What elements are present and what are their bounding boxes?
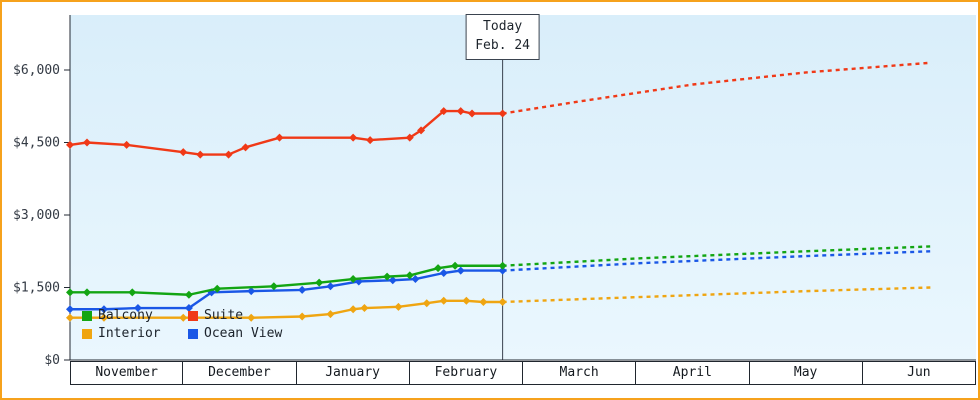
suite-marker — [456, 107, 465, 116]
ocean-view-marker — [184, 304, 193, 313]
today-annotation: Today Feb. 24 — [465, 14, 541, 60]
suite-marker — [468, 109, 477, 118]
balcony-marker — [315, 278, 324, 287]
legend-label: Ocean View — [204, 326, 283, 341]
ocean-view-marker — [498, 266, 507, 275]
suite-marker — [66, 140, 74, 149]
legend-item-balcony: Balcony — [82, 308, 178, 323]
interior-marker — [247, 313, 256, 322]
legend-swatch-suite — [188, 310, 198, 321]
suite-marker — [439, 107, 448, 116]
today-label: Today — [483, 19, 523, 34]
chart-legend: Balcony Suite Interior Ocean View — [82, 308, 282, 341]
balcony-marker — [434, 264, 443, 273]
ocean-view-marker — [439, 269, 448, 277]
balcony-marker — [213, 284, 222, 293]
ocean-view-marker — [411, 275, 420, 284]
legend-label: Interior — [98, 326, 161, 341]
ocean-view-marker — [456, 266, 465, 275]
plot-area — [70, 15, 976, 360]
legend-label: Suite — [204, 308, 244, 323]
interior-projected-line — [502, 286, 931, 304]
balcony-marker — [82, 288, 91, 297]
balcony-projected-line — [502, 245, 931, 267]
interior-marker — [99, 313, 108, 322]
suite-marker — [349, 133, 358, 142]
legend-label: Balcony — [98, 308, 153, 323]
month-label-april: April — [636, 361, 750, 385]
suite-marker — [82, 138, 91, 147]
interior-marker — [439, 296, 448, 305]
suite-marker — [241, 143, 250, 152]
suite-marker — [366, 136, 375, 145]
ocean-view-marker — [133, 304, 142, 313]
month-label-may: May — [749, 361, 863, 385]
month-label-jun: Jun — [862, 361, 976, 385]
balcony-marker — [498, 261, 507, 270]
balcony-marker — [269, 282, 278, 291]
suite-marker — [196, 150, 205, 159]
ocean-view-marker — [99, 305, 108, 314]
suite-price-line — [68, 109, 504, 156]
interior-marker — [179, 313, 188, 322]
interior-markers — [66, 296, 507, 322]
y-axis-tick-label: $1,500 — [13, 281, 60, 296]
balcony-marker — [66, 288, 74, 297]
ocean-view-marker — [66, 305, 74, 314]
suite-markers — [66, 107, 507, 159]
legend-swatch-balcony — [82, 310, 92, 321]
legend-swatch-ocean-view — [188, 328, 198, 339]
month-label-january: January — [296, 361, 410, 385]
suite-marker — [122, 140, 131, 149]
month-label-february: February — [409, 361, 523, 385]
suite-marker — [179, 148, 188, 157]
suite-projected-line — [502, 61, 931, 115]
month-label-december: December — [183, 361, 297, 385]
legend-item-suite: Suite — [188, 308, 282, 323]
suite-marker — [275, 133, 284, 142]
balcony-markers — [66, 261, 507, 299]
suite-marker — [224, 150, 233, 159]
legend-swatch-interior — [82, 328, 92, 339]
y-axis-tick-label: $3,000 — [13, 208, 60, 223]
suite-marker — [405, 133, 414, 142]
balcony-marker — [349, 275, 358, 284]
legend-item-ocean-view: Ocean View — [188, 326, 282, 341]
legend-item-interior: Interior — [82, 326, 178, 341]
y-axis-tick-label: $4,500 — [13, 136, 60, 151]
balcony-marker — [405, 271, 414, 280]
ocean-view-projected-line — [502, 250, 931, 272]
balcony-marker — [383, 272, 392, 281]
interior-marker — [394, 302, 403, 311]
month-label-november: November — [70, 361, 184, 385]
ocean-view-marker — [388, 276, 397, 285]
interior-marker — [298, 312, 307, 321]
month-label-march: March — [523, 361, 637, 385]
interior-marker — [462, 296, 471, 305]
balcony-marker — [451, 261, 460, 270]
interior-marker — [479, 298, 488, 306]
interior-marker — [360, 304, 369, 313]
balcony-marker — [128, 288, 137, 297]
interior-marker — [422, 299, 431, 308]
suite-marker — [498, 109, 507, 118]
balcony-marker — [184, 290, 193, 299]
interior-marker — [349, 305, 358, 314]
ocean-view-marker — [247, 287, 256, 296]
ocean-view-marker — [298, 285, 307, 294]
y-axis-tick-label: $0 — [44, 353, 60, 368]
interior-marker — [498, 298, 507, 306]
suite-marker — [417, 126, 426, 135]
ocean-view-price-line — [68, 269, 504, 311]
interior-marker — [66, 313, 74, 322]
today-date-label: Feb. 24 — [475, 37, 531, 53]
y-axis-tick-label: $6,000 — [13, 63, 60, 78]
interior-marker — [326, 310, 335, 319]
ocean-view-marker — [326, 282, 335, 291]
